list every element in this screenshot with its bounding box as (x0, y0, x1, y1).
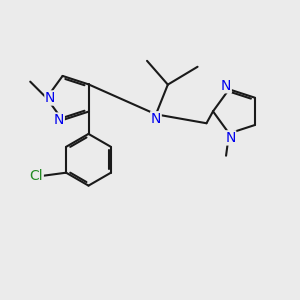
Text: N: N (221, 79, 231, 93)
Text: N: N (45, 91, 55, 105)
Text: N: N (225, 131, 236, 145)
Text: N: N (54, 113, 64, 127)
Text: N: N (151, 112, 161, 126)
Text: Cl: Cl (30, 169, 43, 183)
